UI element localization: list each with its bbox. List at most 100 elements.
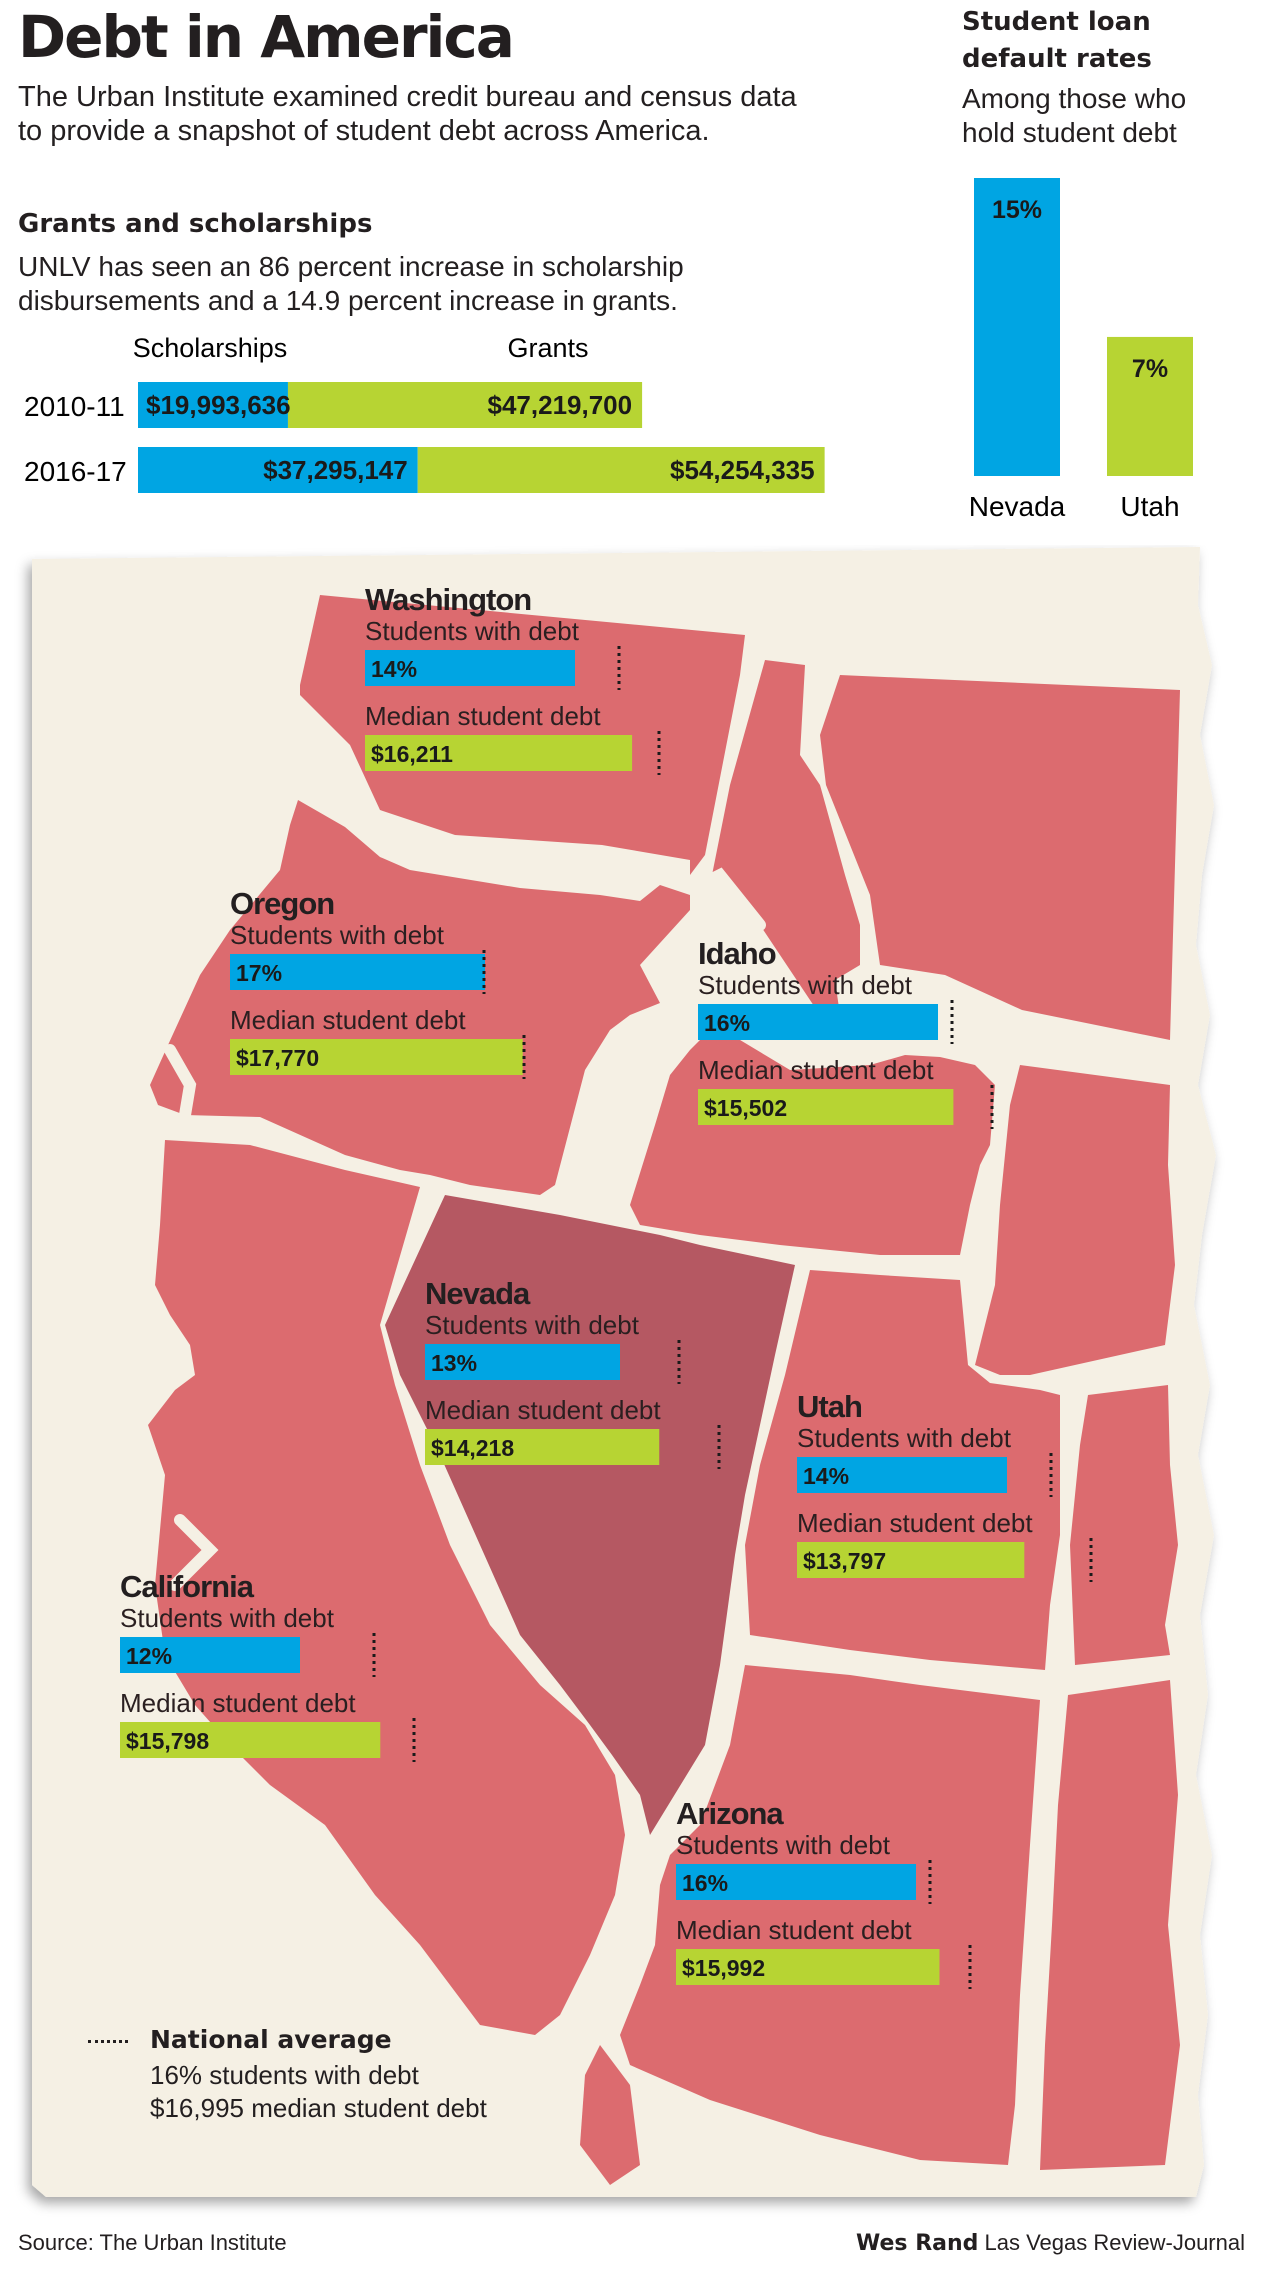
utah-students-label: Students with debt (797, 1423, 1012, 1453)
grants-value-label: $54,254,335 (670, 455, 815, 485)
nevada-state-name: Nevada (425, 1276, 531, 1311)
grants-chart: Scholarships Grants 2010-11 $19,993,636 $47,… (24, 333, 825, 493)
series-label-scholarships: Scholarships (133, 333, 288, 363)
utah-median-bar (797, 1542, 1025, 1578)
series-label-grants: Grants (507, 333, 588, 363)
california-students-value: 12% (126, 1643, 172, 1669)
california-shape (148, 1140, 625, 2035)
legend-label: National average (150, 2025, 392, 2054)
grants-bar (287, 382, 643, 428)
washington-block: Washington Students with debt 14% Median st… (365, 578, 785, 793)
default-rates-sub-line-1: Among those who (962, 83, 1187, 114)
washington-students-label: Students with debt (365, 616, 580, 646)
california-median-label: Median student debt (120, 1688, 356, 1718)
page-title: Debt in America (18, 3, 515, 71)
idaho-shape (630, 1025, 995, 1255)
grants-value-label: $47,219,700 (488, 390, 633, 420)
utah-block: Utah Students with debt 14% Median student … (797, 1385, 1217, 1600)
grants-bar (417, 447, 825, 493)
california-block: California Students with debt 12% Median st… (120, 1565, 540, 1780)
intro-line-2: to provide a snapshot of student debt ac… (18, 115, 710, 147)
washington-median-bar (365, 735, 633, 771)
utah-median-label: Median student debt (797, 1508, 1033, 1538)
nevada-median-bar (425, 1429, 660, 1465)
default-rate-category-label: Utah (1120, 491, 1179, 522)
arizona-students-value: 16% (682, 1870, 728, 1896)
grants-row-label: 2010-11 (24, 391, 125, 422)
oregon-median-value: $17,770 (236, 1045, 319, 1071)
oregon-students-bar (230, 954, 485, 990)
idaho-students-label: Students with debt (698, 970, 913, 1000)
arizona-block: Arizona Students with debt 16% Median stude… (676, 1792, 1096, 2007)
oregon-state-name: Oregon (230, 886, 334, 921)
credit-line: Wes Rand Las Vegas Review-Journal (856, 2230, 1245, 2256)
nevada-students-label: Students with debt (425, 1310, 640, 1340)
nevada-students-value: 13% (431, 1350, 477, 1376)
new-mexico-shape (1040, 1680, 1180, 2170)
idaho-students-bar (698, 1004, 938, 1040)
legend-line-1: 16% students with debt (150, 2060, 419, 2090)
idaho-median-label: Median student debt (698, 1055, 934, 1085)
washington-median-label: Median student debt (365, 701, 601, 731)
intro-line-1: The Urban Institute examined credit bure… (18, 81, 797, 113)
nevada-block: Nevada Students with debt 13% Median studen… (425, 1272, 845, 1487)
scholarships-bar (138, 382, 288, 428)
oregon-median-bar (230, 1039, 523, 1075)
arizona-median-value: $15,992 (682, 1955, 765, 1981)
montana-shape (820, 675, 1180, 1040)
grants-text-line-2: disbursements and a 14.9 percent increas… (18, 285, 678, 316)
oregon-block: Oregon Students with debt 17% Median studen… (230, 882, 650, 1097)
oregon-students-label: Students with debt (230, 920, 445, 950)
colorado-shape (1070, 1385, 1178, 1665)
idaho-students-value: 16% (704, 1010, 750, 1036)
washington-students-bar (365, 650, 575, 686)
wyoming-shape (975, 1065, 1175, 1375)
nevada-median-label: Median student debt (425, 1395, 661, 1425)
washington-students-value: 14% (371, 656, 417, 682)
idaho-median-value: $15,502 (704, 1095, 787, 1121)
arizona-median-label: Median student debt (676, 1915, 912, 1945)
default-rate-value-label: 15% (992, 196, 1042, 224)
legend-dotted-line (88, 2040, 128, 2043)
default-rates-chart: 15% Nevada 7% Utah (969, 178, 1193, 522)
default-rate-category-label: Nevada (969, 491, 1066, 522)
arizona-students-label: Students with debt (676, 1830, 891, 1860)
california-students-bar (120, 1637, 300, 1673)
california-median-bar (120, 1722, 381, 1758)
arizona-median-bar (676, 1949, 940, 1985)
scholarships-value-label: $19,993,636 (146, 390, 291, 420)
legend-line-2: $16,995 median student debt (150, 2093, 487, 2123)
oregon-students-value: 17% (236, 960, 282, 986)
arizona-state-name: Arizona (676, 1796, 784, 1831)
grants-heading: Grants and scholarships (18, 209, 373, 239)
default-rates-title-line-2: default rates (962, 44, 1152, 74)
scholarships-value-label: $37,295,147 (263, 455, 408, 485)
utah-students-value: 14% (803, 1463, 849, 1489)
oregon-median-label: Median student debt (230, 1005, 466, 1035)
arizona-students-bar (676, 1864, 916, 1900)
utah-students-bar (797, 1457, 1007, 1493)
idaho-state-name: Idaho (698, 936, 776, 971)
california-median-value: $15,798 (126, 1728, 209, 1754)
default-rate-bar (1107, 336, 1193, 476)
idaho-median-bar (698, 1089, 954, 1125)
arizona-shape (620, 1665, 1040, 2165)
map-channels (164, 867, 766, 1591)
nevada-median-value: $14,218 (431, 1435, 514, 1461)
washington-state-name: Washington (365, 582, 531, 617)
nevada-students-bar (425, 1344, 620, 1380)
idaho-block: Idaho Students with debt 16% Median student… (698, 932, 1118, 1147)
utah-state-name: Utah (797, 1389, 862, 1424)
grants-text-line-1: UNLV has seen an 86 percent increase in … (18, 251, 684, 282)
credit-org: Las Vegas Review-Journal (984, 2230, 1245, 2255)
idaho-panhandle-shape (712, 660, 860, 1030)
utah-median-value: $13,797 (803, 1548, 886, 1574)
baja-shape (580, 2045, 640, 2185)
